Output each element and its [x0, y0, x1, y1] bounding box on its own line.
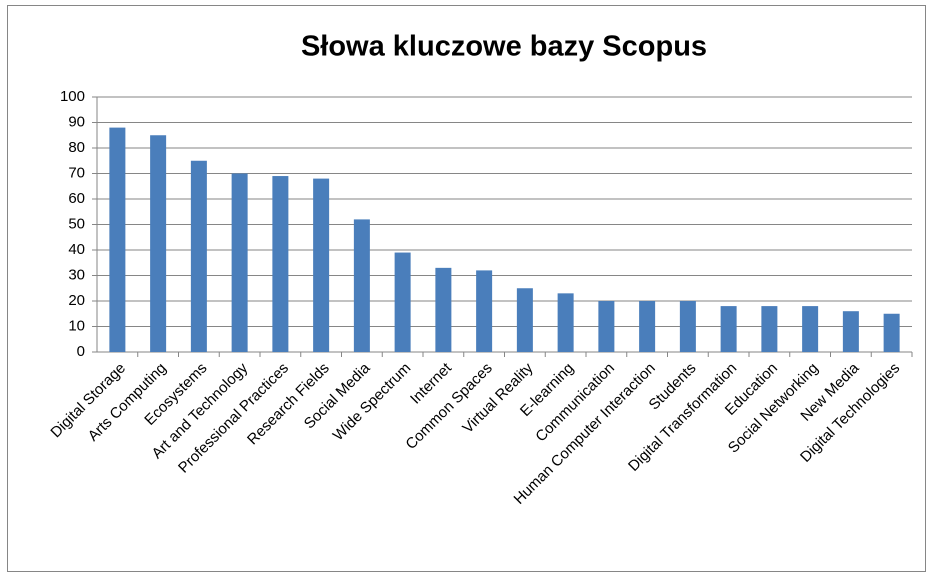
bar — [272, 176, 289, 352]
bar — [190, 160, 207, 352]
y-tick-label: 60 — [68, 190, 85, 207]
bar — [883, 313, 900, 352]
bar — [150, 135, 167, 352]
bar — [394, 252, 411, 352]
y-tick-label: 50 — [68, 215, 85, 232]
y-tick-label: 30 — [68, 266, 85, 283]
bar — [679, 301, 696, 352]
y-tick-label: 90 — [68, 113, 85, 130]
bar — [598, 301, 615, 352]
y-tick-label: 40 — [68, 241, 85, 258]
y-tick-label: 20 — [68, 292, 85, 309]
chart-title: Słowa kluczowe bazy Scopus — [301, 31, 707, 63]
bar — [109, 127, 126, 352]
y-tick-label: 70 — [68, 164, 85, 181]
bar — [353, 219, 370, 352]
bar — [435, 267, 452, 352]
bar — [639, 301, 656, 352]
bar — [720, 306, 737, 352]
y-tick-label: 80 — [68, 139, 85, 156]
bar — [842, 311, 859, 352]
bar — [802, 306, 819, 352]
bar — [313, 178, 330, 352]
chart-frame — [7, 5, 926, 572]
bar — [557, 293, 574, 352]
bar — [761, 306, 778, 352]
bar — [231, 173, 248, 352]
y-tick-label: 10 — [68, 317, 85, 334]
bar — [516, 288, 533, 352]
y-tick-label: 100 — [60, 88, 85, 105]
y-tick-label: 0 — [77, 343, 85, 360]
bar — [476, 270, 493, 352]
